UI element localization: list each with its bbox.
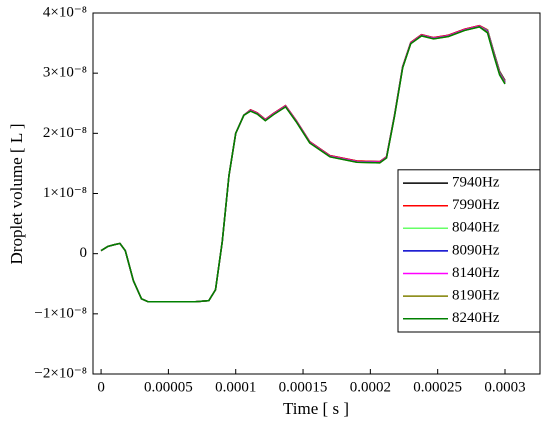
- x-tick-label: 0.0001: [215, 379, 256, 395]
- legend-label: 7990Hz: [452, 197, 500, 213]
- legend-label: 8040Hz: [452, 220, 500, 236]
- x-axis-label: Time [ s ]: [283, 399, 349, 418]
- x-tick-label: 0.00005: [144, 379, 193, 395]
- x-tick-label: 0.0003: [484, 379, 525, 395]
- y-tick-label: 2×10⁻⁸: [43, 125, 87, 141]
- y-tick-label: 3×10⁻⁸: [43, 65, 87, 81]
- y-axis-label: Droplet volume [ L ]: [7, 124, 26, 265]
- y-tick-label: −1×10⁻⁸: [34, 305, 87, 321]
- series-line: [100, 26, 506, 303]
- legend-label: 8190Hz: [452, 288, 500, 304]
- legend-label: 8090Hz: [452, 242, 500, 258]
- x-tick-label: 0.0002: [350, 379, 391, 395]
- legend-label: 8140Hz: [452, 265, 500, 281]
- y-tick-label: 4×10⁻⁸: [43, 4, 87, 20]
- legend: 7940Hz 7990Hz 8040Hz 8090Hz 8140Hz 8190Hz 8240…: [397, 169, 541, 333]
- legend-label: 8240Hz: [452, 310, 500, 326]
- x-tick-label: 0.00015: [279, 379, 328, 395]
- y-tick-label: 0: [80, 245, 88, 261]
- x-tick-label: 0.00025: [413, 379, 462, 395]
- legend-label: 7940Hz: [452, 175, 500, 191]
- y-tick-label: −2×10⁻⁸: [34, 365, 87, 381]
- y-tick-label: 1×10⁻⁸: [43, 185, 87, 201]
- x-tick-label: 0: [97, 379, 105, 395]
